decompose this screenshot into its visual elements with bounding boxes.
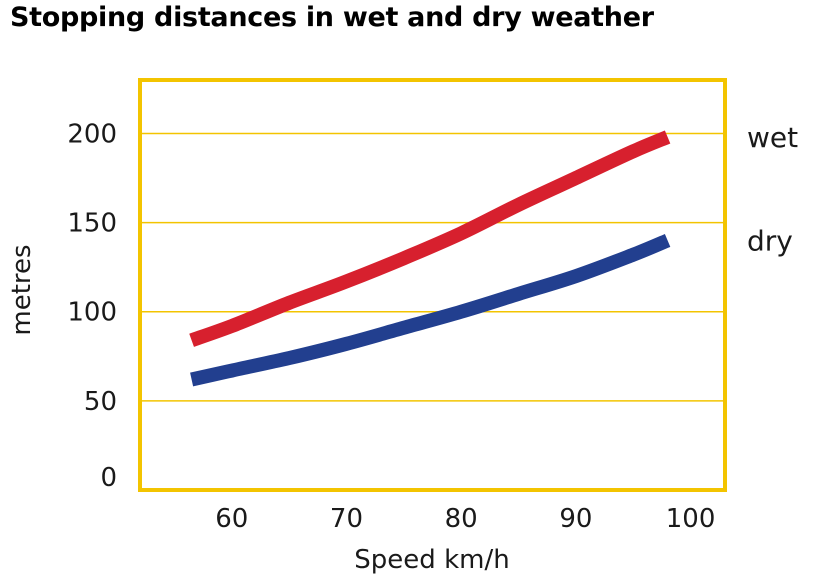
x-tick-label: 60 xyxy=(215,504,248,534)
x-tick-label: 70 xyxy=(330,504,363,534)
y-tick-label: 100 xyxy=(67,298,117,328)
y-tick-label: 200 xyxy=(67,119,117,149)
y-axis-label: metres xyxy=(7,244,37,335)
chart-title: Stopping distances in wet and dry weathe… xyxy=(10,2,654,33)
x-tick-label: 100 xyxy=(666,504,716,534)
plot-frame xyxy=(138,78,727,492)
y-tick-label: 50 xyxy=(84,387,117,417)
x-tick-labels: 60 70 80 90 100 xyxy=(215,504,715,534)
legend: wet dry xyxy=(747,121,798,257)
x-tick-label: 90 xyxy=(559,504,592,534)
y-tick-label: 0 xyxy=(100,463,117,493)
series-line-dry xyxy=(190,233,671,387)
gridlines xyxy=(140,132,725,402)
series-lines xyxy=(189,130,671,387)
x-tick-label: 80 xyxy=(445,504,478,534)
y-tick-label: 150 xyxy=(67,209,117,239)
x-axis-label: Speed km/h xyxy=(354,545,509,575)
y-tick-labels: 0 50 100 150 200 xyxy=(67,119,117,493)
legend-label-wet: wet xyxy=(747,121,798,154)
series-line-wet xyxy=(189,130,671,347)
legend-label-dry: dry xyxy=(747,224,793,257)
